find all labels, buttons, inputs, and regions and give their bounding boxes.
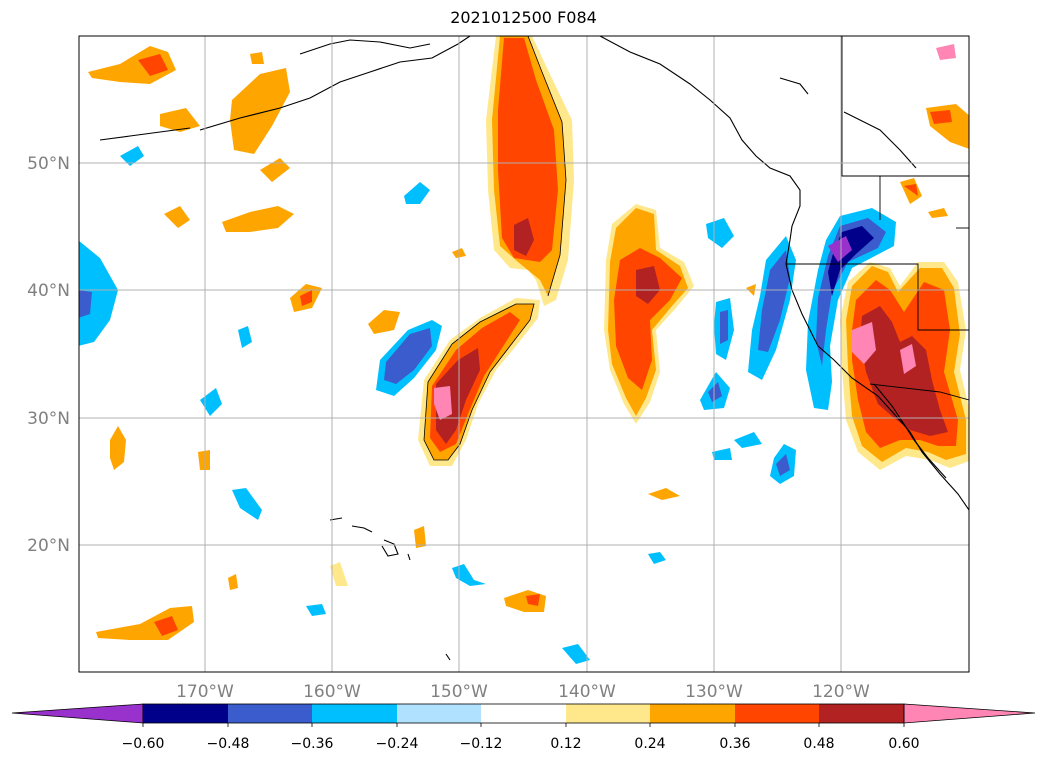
map-panel <box>78 35 970 673</box>
colorbar-label: −0.48 <box>207 736 250 752</box>
lat-label-50: 50°N <box>27 154 70 174</box>
colorbar-segment <box>228 704 312 723</box>
small-features <box>79 44 969 664</box>
colorbar-label: 0.48 <box>803 736 834 752</box>
colorbar-segment <box>397 704 481 723</box>
lat-label-20: 20°N <box>27 536 70 556</box>
plume-central-north <box>486 36 574 306</box>
colorbar-ticks <box>142 723 905 727</box>
political-borders <box>786 36 969 401</box>
lon-label-160w: 160°W <box>303 682 361 702</box>
colorbar: −0.60 −0.48 −0.36 −0.24 −0.12 0.12 0.24 … <box>11 703 1036 752</box>
plume-east-pacific <box>604 204 694 424</box>
anomaly-field <box>79 36 969 664</box>
lat-label-30: 30°N <box>27 409 70 429</box>
latitude-labels: 50°N 40°N 30°N 20°N <box>27 154 70 556</box>
map-title: 2021012500 F084 <box>450 8 597 27</box>
neg-blob-center-west <box>376 320 442 396</box>
coastlines <box>99 36 969 661</box>
colorbar-extend-high <box>903 703 1036 724</box>
lon-label-150w: 150°W <box>430 682 488 702</box>
colorbar-label: −0.36 <box>291 736 334 752</box>
neg-band-coastal <box>748 208 896 410</box>
colorbar-segment <box>735 704 819 723</box>
colorbar-segment <box>312 704 397 723</box>
colorbar-segment <box>566 704 650 723</box>
lon-label-120w: 120°W <box>812 682 870 702</box>
colorbar-label: 0.12 <box>550 736 581 752</box>
colorbar-label: 0.24 <box>634 736 665 752</box>
lon-label-130w: 130°W <box>685 682 743 702</box>
colorbar-label: −0.60 <box>122 736 165 752</box>
colorbar-segment <box>481 704 566 723</box>
colorbar-label: −0.12 <box>460 736 503 752</box>
colorbar-label: 0.60 <box>888 736 919 752</box>
colorbar-label: −0.24 <box>376 736 419 752</box>
colorbar-segment <box>143 704 228 723</box>
colorbar-segment <box>650 704 735 723</box>
map-frame <box>78 35 970 673</box>
plume-southwest-us <box>840 262 969 470</box>
colorbar-label: 0.36 <box>719 736 750 752</box>
plume-central-south <box>418 298 540 466</box>
colorbar-segment <box>819 704 904 723</box>
colorbar-extend-low <box>11 703 144 724</box>
colorbar-frame <box>142 703 905 724</box>
lon-label-170w: 170°W <box>176 682 234 702</box>
lat-label-40: 40°N <box>27 281 70 301</box>
graticule <box>79 36 969 672</box>
lon-label-140w: 140°W <box>558 682 616 702</box>
longitude-labels: 170°W 160°W 150°W 140°W 130°W 120°W <box>176 682 870 702</box>
